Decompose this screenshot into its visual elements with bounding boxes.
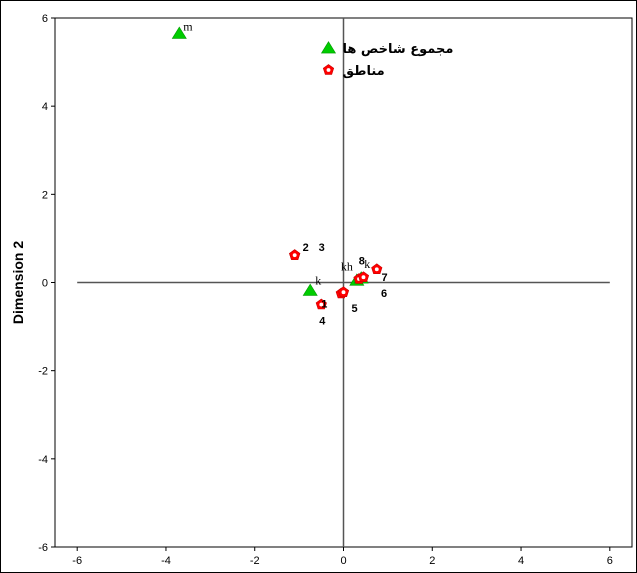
y-tick-label: 0 (42, 278, 48, 290)
point-label: 1 (321, 299, 327, 311)
pentagon-marker-center (361, 275, 366, 280)
x-tick-label: -2 (250, 555, 260, 567)
legend: مجموع شاخص ها مناطق (320, 41, 454, 79)
point-label: 7 (381, 272, 387, 284)
legend-pentagon-marker-center (326, 68, 331, 72)
pentagon-marker (371, 263, 383, 275)
y-tick-label: 6 (42, 13, 48, 25)
y-axis-label: Dimension 2 (10, 241, 26, 324)
point-label: 3 (319, 242, 325, 254)
x-tick-label: -6 (72, 555, 82, 567)
point-label: 6 (381, 288, 387, 300)
pentagon-marker (357, 271, 370, 282)
y-tick-label: -2 (38, 366, 48, 378)
x-tick-label: -4 (161, 555, 171, 567)
legend-entry: مناطق (343, 64, 385, 79)
point-label: k (315, 273, 321, 287)
pentagon-marker-center (374, 267, 379, 272)
x-tick-label: 0 (340, 555, 346, 567)
legend-triangle-marker (320, 41, 337, 54)
legend-item: مناطق (322, 64, 385, 79)
point-label: 2 (303, 242, 309, 254)
point-label: 4 (319, 316, 326, 328)
point-label: 5 (352, 303, 358, 315)
pentagon-marker (289, 249, 301, 260)
y-tick-label: -4 (38, 454, 48, 466)
x-tick-label: 2 (429, 555, 435, 567)
data-marks (171, 26, 383, 310)
pentagon-marker-center (292, 253, 297, 258)
pentagon-marker (337, 286, 350, 297)
y-tick-label: 2 (42, 189, 48, 201)
point-label: m (183, 19, 193, 33)
triangle-marker (302, 283, 318, 296)
y-tick-label: 4 (42, 101, 48, 113)
point-label: 8 (359, 255, 365, 267)
reference-lines (77, 18, 610, 547)
triangle-marker (171, 26, 187, 39)
pentagon-marker-center (341, 290, 346, 295)
legend-pentagon-marker (322, 64, 335, 75)
x-tick-label: 6 (607, 555, 613, 567)
pentagon-marker (315, 298, 327, 310)
x-tick-label: 4 (518, 555, 524, 567)
pentagon-marker-center (319, 302, 324, 307)
point-label: kh (341, 259, 353, 273)
point-label: k (364, 257, 370, 271)
axes: -6 -4 -2 0 2 4 6 -6 -4 -2 0 2 4 6 (38, 13, 633, 567)
legend-entry: مجموع شاخص ها (343, 42, 454, 57)
legend-item: مجموع شاخص ها (320, 41, 454, 57)
y-tick-label: -6 (38, 542, 48, 554)
